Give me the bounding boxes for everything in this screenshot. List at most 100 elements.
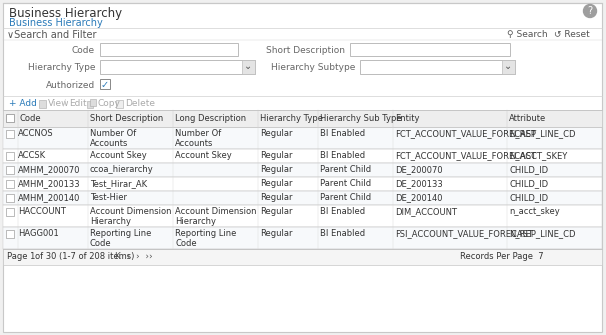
- Text: Hierarchy Subtype: Hierarchy Subtype: [271, 63, 355, 72]
- Bar: [3, 110, 602, 127]
- Text: View: View: [48, 99, 70, 108]
- Bar: [3, 149, 602, 163]
- Text: Code: Code: [72, 46, 95, 55]
- Text: Code: Code: [20, 114, 42, 123]
- Text: N_REP_LINE_CD: N_REP_LINE_CD: [509, 129, 576, 138]
- Text: CHILD_ID: CHILD_ID: [509, 179, 548, 188]
- Text: Test-Hier: Test-Hier: [90, 193, 127, 202]
- Text: Parent Child: Parent Child: [320, 193, 371, 202]
- Text: Regular: Regular: [260, 229, 293, 238]
- Bar: [3, 205, 602, 227]
- Text: ccoa_hierarchy: ccoa_hierarchy: [90, 165, 154, 174]
- Bar: [6, 114, 14, 122]
- Text: FCT_ACCOUNT_VALUE_FORECAST: FCT_ACCOUNT_VALUE_FORECAST: [395, 151, 536, 160]
- Text: DE_200140: DE_200140: [395, 193, 442, 202]
- Text: Entity: Entity: [395, 114, 419, 123]
- Text: Attribute: Attribute: [509, 114, 546, 123]
- Text: Account Dimension
Hierarchy: Account Dimension Hierarchy: [90, 207, 171, 226]
- Text: Copy: Copy: [98, 99, 121, 108]
- Bar: [6, 152, 14, 160]
- Bar: [6, 166, 14, 174]
- Text: Regular: Regular: [260, 165, 293, 174]
- Text: BI Enabled: BI Enabled: [320, 229, 365, 238]
- Text: Short Description: Short Description: [266, 46, 345, 55]
- Text: Regular: Regular: [260, 129, 293, 138]
- Bar: [6, 208, 14, 216]
- Bar: [350, 43, 510, 56]
- Text: Long Description: Long Description: [175, 114, 246, 123]
- Text: HAGG001: HAGG001: [18, 229, 59, 238]
- Text: Business Hierarchy: Business Hierarchy: [9, 18, 103, 28]
- Text: AMHM_200070: AMHM_200070: [18, 165, 81, 174]
- Bar: [360, 60, 515, 74]
- Text: Hierarchy Sub Type: Hierarchy Sub Type: [320, 114, 402, 123]
- Bar: [39, 100, 46, 108]
- Text: of 30 (1-7 of 208 items): of 30 (1-7 of 208 items): [35, 252, 135, 261]
- Text: Regular: Regular: [260, 193, 293, 202]
- Text: DIM_ACCOUNT: DIM_ACCOUNT: [395, 207, 457, 216]
- Bar: [3, 127, 602, 149]
- Text: Page 1: Page 1: [7, 252, 35, 261]
- Text: DE_200070: DE_200070: [395, 165, 442, 174]
- Text: Test_Hirar_AK: Test_Hirar_AK: [90, 179, 147, 188]
- Text: BI Enabled: BI Enabled: [320, 151, 365, 160]
- Text: CHILD_ID: CHILD_ID: [509, 165, 548, 174]
- Text: Hierarchy Type: Hierarchy Type: [27, 63, 95, 72]
- Text: ⚲ Search: ⚲ Search: [507, 30, 548, 39]
- Text: ⌄: ⌄: [504, 61, 512, 71]
- Text: Business Hierarchy: Business Hierarchy: [9, 7, 122, 20]
- Text: Edit: Edit: [69, 99, 87, 108]
- Bar: [87, 101, 93, 108]
- Circle shape: [584, 4, 596, 17]
- Text: AMHM_200140: AMHM_200140: [18, 193, 81, 202]
- Text: CHILD_ID: CHILD_ID: [509, 193, 548, 202]
- Text: ↺ Reset: ↺ Reset: [554, 30, 590, 39]
- Text: ACCSK: ACCSK: [18, 151, 46, 160]
- Text: N_REP_LINE_CD: N_REP_LINE_CD: [509, 229, 576, 238]
- Bar: [3, 227, 602, 249]
- Text: HACCOUNT: HACCOUNT: [18, 207, 66, 216]
- Text: ?: ?: [587, 6, 593, 16]
- Bar: [502, 60, 515, 74]
- Text: ✓: ✓: [101, 80, 109, 90]
- Text: Account Skey: Account Skey: [175, 151, 231, 160]
- Text: Reporting Line
Code: Reporting Line Code: [90, 229, 152, 248]
- Text: Number Of
Accounts: Number Of Accounts: [90, 129, 136, 148]
- Bar: [3, 191, 602, 205]
- Text: Parent Child: Parent Child: [320, 165, 371, 174]
- Text: ⌄: ⌄: [244, 61, 252, 71]
- Bar: [100, 43, 238, 56]
- Text: ACCNOS: ACCNOS: [18, 129, 53, 138]
- Text: Records Per Page  7: Records Per Page 7: [460, 252, 544, 261]
- Text: Delete: Delete: [125, 99, 155, 108]
- Text: /: /: [63, 99, 66, 108]
- Text: N_ACCT_SKEY: N_ACCT_SKEY: [509, 151, 567, 160]
- Text: Account Dimension
Hierarchy: Account Dimension Hierarchy: [175, 207, 256, 226]
- Text: BI Enabled: BI Enabled: [320, 207, 365, 216]
- Text: n_acct_skey: n_acct_skey: [509, 207, 560, 216]
- Text: Regular: Regular: [260, 179, 293, 188]
- Text: Account Skey: Account Skey: [90, 151, 147, 160]
- Text: FCT_ACCOUNT_VALUE_FORECAST: FCT_ACCOUNT_VALUE_FORECAST: [395, 129, 536, 138]
- Text: Number Of
Accounts: Number Of Accounts: [175, 129, 221, 148]
- Text: Regular: Regular: [260, 207, 293, 216]
- Text: ∨Search and Filter: ∨Search and Filter: [7, 30, 96, 40]
- Bar: [6, 194, 14, 202]
- Text: Short Description: Short Description: [90, 114, 163, 123]
- Text: + Add: + Add: [9, 99, 37, 108]
- Bar: [3, 249, 602, 265]
- Bar: [6, 230, 14, 238]
- Bar: [90, 99, 96, 106]
- Bar: [3, 163, 602, 177]
- Text: K  ‹  ›  ››: K ‹ › ››: [115, 252, 153, 261]
- Text: DE_200133: DE_200133: [395, 179, 443, 188]
- Bar: [6, 130, 14, 138]
- Bar: [116, 100, 123, 108]
- Text: Parent Child: Parent Child: [320, 179, 371, 188]
- Bar: [100, 60, 255, 74]
- Bar: [242, 60, 255, 74]
- Text: Reporting Line
Code: Reporting Line Code: [175, 229, 236, 248]
- Text: BI Enabled: BI Enabled: [320, 129, 365, 138]
- Text: AMHM_200133: AMHM_200133: [18, 179, 81, 188]
- Text: Hierarchy Type: Hierarchy Type: [260, 114, 323, 123]
